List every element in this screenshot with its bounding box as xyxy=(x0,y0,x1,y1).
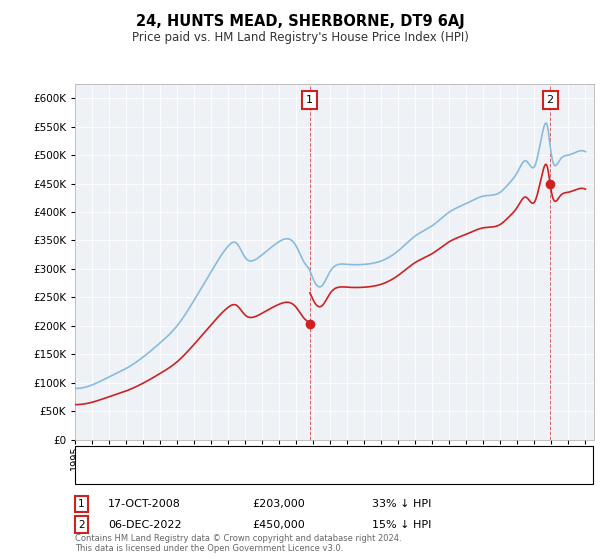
Text: 17-OCT-2008: 17-OCT-2008 xyxy=(108,499,181,509)
Text: £203,000: £203,000 xyxy=(252,499,305,509)
Text: Contains HM Land Registry data © Crown copyright and database right 2024.
This d: Contains HM Land Registry data © Crown c… xyxy=(75,534,401,553)
Text: £450,000: £450,000 xyxy=(252,520,305,530)
Text: 2: 2 xyxy=(78,520,85,530)
Text: 1: 1 xyxy=(78,499,85,509)
Text: 33% ↓ HPI: 33% ↓ HPI xyxy=(372,499,431,509)
Text: 2: 2 xyxy=(547,95,554,105)
Text: 1: 1 xyxy=(307,95,313,105)
Text: 06-DEC-2022: 06-DEC-2022 xyxy=(108,520,182,530)
Text: 24, HUNTS MEAD, SHERBORNE, DT9 6AJ: 24, HUNTS MEAD, SHERBORNE, DT9 6AJ xyxy=(136,14,464,29)
Text: 15% ↓ HPI: 15% ↓ HPI xyxy=(372,520,431,530)
Text: HPI: Average price, detached house, Dorset: HPI: Average price, detached house, Dors… xyxy=(117,469,344,479)
Text: Price paid vs. HM Land Registry's House Price Index (HPI): Price paid vs. HM Land Registry's House … xyxy=(131,31,469,44)
Text: 24, HUNTS MEAD, SHERBORNE, DT9 6AJ (detached house): 24, HUNTS MEAD, SHERBORNE, DT9 6AJ (deta… xyxy=(117,452,420,462)
